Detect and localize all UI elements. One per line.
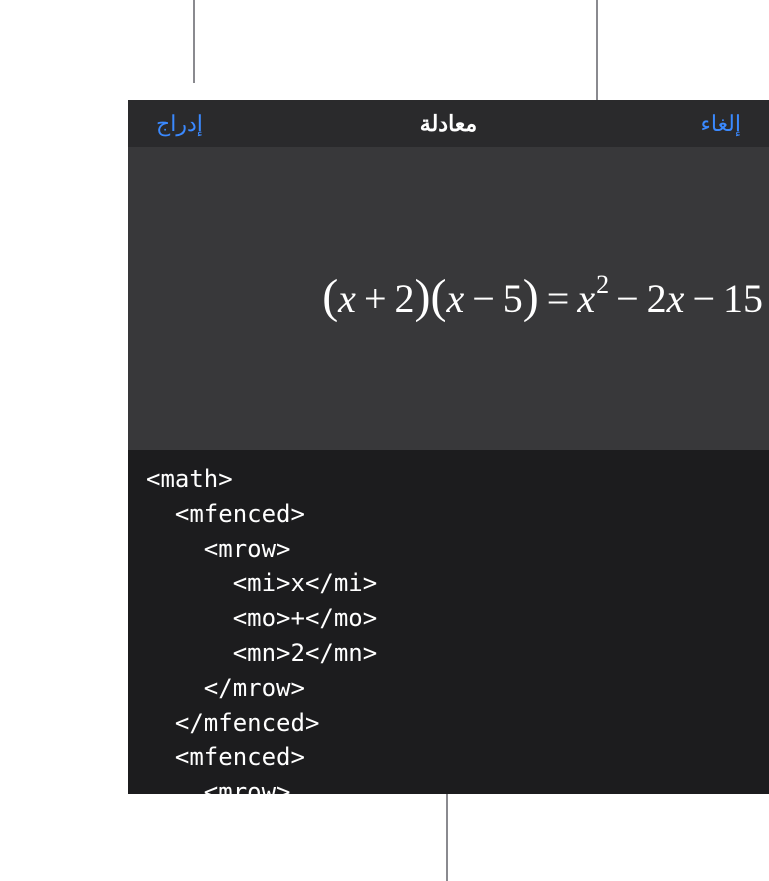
equation-var: x <box>667 275 685 322</box>
code-line: <mi>x</mi> <box>146 569 377 597</box>
equation-var: x <box>446 275 464 322</box>
equation-lparen: ( <box>322 269 338 324</box>
code-line: <mn>2</mn> <box>146 639 377 667</box>
equation-op: − <box>464 275 503 322</box>
equation-op: = <box>539 275 578 322</box>
equation-dialog: إدراج معادلة إلغاء ( x + 2 ) ( x − 5 ) =… <box>128 100 769 794</box>
equation-op: − <box>608 275 647 322</box>
equation-var: x <box>338 275 356 322</box>
code-line: </mfenced> <box>146 709 319 737</box>
callout-line-code <box>446 791 448 881</box>
equation-num: 2 <box>395 275 415 322</box>
code-line: <math> <box>146 465 233 493</box>
equation-num: 2 <box>647 275 667 322</box>
code-line: <mfenced> <box>146 743 305 771</box>
equation-rparen: ) <box>523 269 539 324</box>
equation-var: x <box>577 275 595 322</box>
code-line: <mo>+</mo> <box>146 604 377 632</box>
equation-op: − <box>684 275 723 322</box>
equation-num: 5 <box>503 275 523 322</box>
equation-op: + <box>356 275 395 322</box>
code-line: <mrow> <box>146 778 291 794</box>
dialog-header: إدراج معادلة إلغاء <box>128 100 769 147</box>
equation-lparen: ( <box>430 269 446 324</box>
cancel-button[interactable]: إلغاء <box>701 111 741 137</box>
dialog-title: معادلة <box>420 111 477 137</box>
equation-rparen: ) <box>415 269 431 324</box>
insert-button[interactable]: إدراج <box>156 111 203 137</box>
mathml-code-input[interactable]: <math> <mfenced> <mrow> <mi>x</mi> <mo>+… <box>128 450 769 794</box>
rendered-equation: ( x + 2 ) ( x − 5 ) = x 2 − 2 x − 15 <box>322 271 763 326</box>
equation-preview: ( x + 2 ) ( x − 5 ) = x 2 − 2 x − 15 <box>128 147 769 450</box>
equation-exponent: 2 <box>596 270 609 300</box>
code-line: <mrow> <box>146 535 291 563</box>
code-line: </mrow> <box>146 674 305 702</box>
callout-line-insert <box>193 0 195 83</box>
equation-num: 15 <box>723 275 763 322</box>
code-line: <mfenced> <box>146 500 305 528</box>
